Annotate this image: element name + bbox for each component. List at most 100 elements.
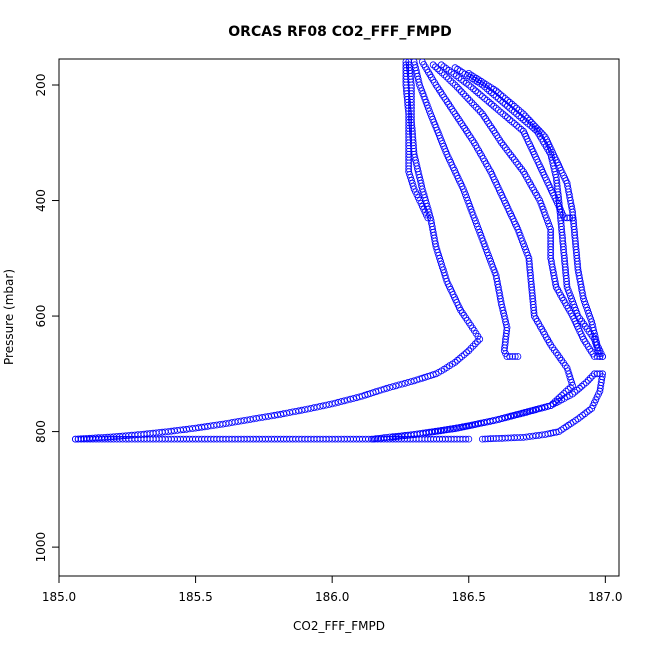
data-point — [490, 266, 498, 274]
data-point — [337, 398, 345, 405]
data-point — [487, 257, 495, 265]
chart-title: ORCAS RF08 CO2_FFF_FMPD — [228, 24, 451, 40]
data-point — [447, 77, 455, 85]
data-point — [545, 220, 552, 228]
data-point — [579, 411, 586, 419]
data-point — [501, 112, 509, 120]
data-point — [501, 144, 509, 152]
data-point — [340, 397, 348, 405]
data-point — [421, 96, 429, 103]
data-point — [517, 410, 524, 418]
data-point — [472, 103, 480, 111]
data-point — [480, 240, 488, 248]
data-point — [568, 295, 575, 303]
data-points — [72, 59, 606, 443]
data-point — [581, 410, 589, 418]
data-point — [538, 202, 546, 210]
data-point — [490, 102, 498, 110]
data-point — [507, 151, 515, 159]
data-point — [494, 89, 502, 97]
data-point — [436, 67, 444, 75]
data-point — [455, 86, 463, 93]
data-point — [467, 205, 475, 213]
y-tick-label: 600 — [34, 305, 48, 328]
data-point — [478, 234, 486, 242]
data-point — [541, 403, 548, 411]
data-point — [474, 89, 482, 97]
data-point — [431, 63, 439, 71]
data-point — [489, 435, 497, 443]
data-point — [464, 94, 472, 102]
data-point — [388, 433, 396, 441]
data-point — [488, 260, 496, 268]
data-point — [469, 85, 477, 93]
data-point — [487, 435, 495, 443]
data-point — [494, 106, 502, 114]
data-point — [569, 298, 576, 306]
x-tick-label: 185.5 — [178, 590, 212, 604]
data-point — [499, 141, 507, 149]
data-point — [460, 351, 468, 359]
data-point — [442, 73, 450, 81]
data-point — [460, 90, 467, 98]
data-point — [537, 129, 545, 137]
data-point — [469, 342, 477, 350]
data-point — [349, 395, 357, 402]
data-point — [492, 104, 500, 112]
x-axis: 185.0 185.5 186.0 186.5 187.0 — [42, 576, 623, 604]
data-point — [517, 108, 525, 116]
data-point — [425, 107, 433, 115]
data-point — [334, 398, 342, 406]
data-point — [423, 101, 431, 109]
data-point — [398, 380, 406, 388]
data-point — [497, 91, 505, 98]
data-point — [483, 97, 491, 104]
data-point — [540, 208, 548, 216]
data-point — [576, 384, 583, 392]
data-point — [586, 374, 594, 382]
data-point — [346, 395, 354, 403]
data-point — [508, 118, 516, 125]
data-point — [538, 404, 545, 412]
data-point — [563, 283, 571, 291]
data-point — [510, 411, 518, 419]
data-point — [469, 211, 477, 219]
data-point — [465, 347, 473, 355]
data-point — [485, 98, 493, 106]
data-point — [520, 240, 527, 248]
y-tick-label: 1000 — [34, 532, 48, 563]
data-point — [514, 353, 522, 360]
data-point — [492, 435, 500, 442]
data-point — [583, 303, 590, 311]
data-point — [510, 120, 518, 127]
data-point — [369, 435, 377, 443]
data-point — [380, 434, 388, 442]
data-point — [499, 110, 507, 118]
data-point — [463, 194, 471, 202]
data-point — [482, 246, 490, 254]
data-point — [539, 205, 547, 213]
data-point — [503, 146, 511, 154]
data-point — [498, 139, 505, 147]
data-point — [568, 379, 576, 386]
y-axis: 200 400 600 800 1000 — [34, 74, 59, 563]
data-point — [472, 87, 480, 95]
data-point — [505, 148, 513, 156]
data-point — [499, 93, 507, 100]
data-point — [584, 306, 591, 314]
data-point — [513, 122, 520, 129]
data-point — [506, 353, 514, 360]
data-point — [404, 378, 412, 386]
data-point — [372, 435, 380, 443]
data-point — [453, 356, 461, 364]
data-point — [504, 413, 512, 421]
data-point — [481, 435, 489, 443]
data-point — [331, 399, 339, 407]
y-tick-label: 400 — [34, 189, 48, 212]
data-point — [526, 407, 533, 415]
data-point — [550, 429, 557, 437]
data-point — [465, 81, 473, 89]
data-point — [453, 83, 461, 91]
data-point — [474, 338, 481, 345]
data-point — [451, 81, 459, 89]
